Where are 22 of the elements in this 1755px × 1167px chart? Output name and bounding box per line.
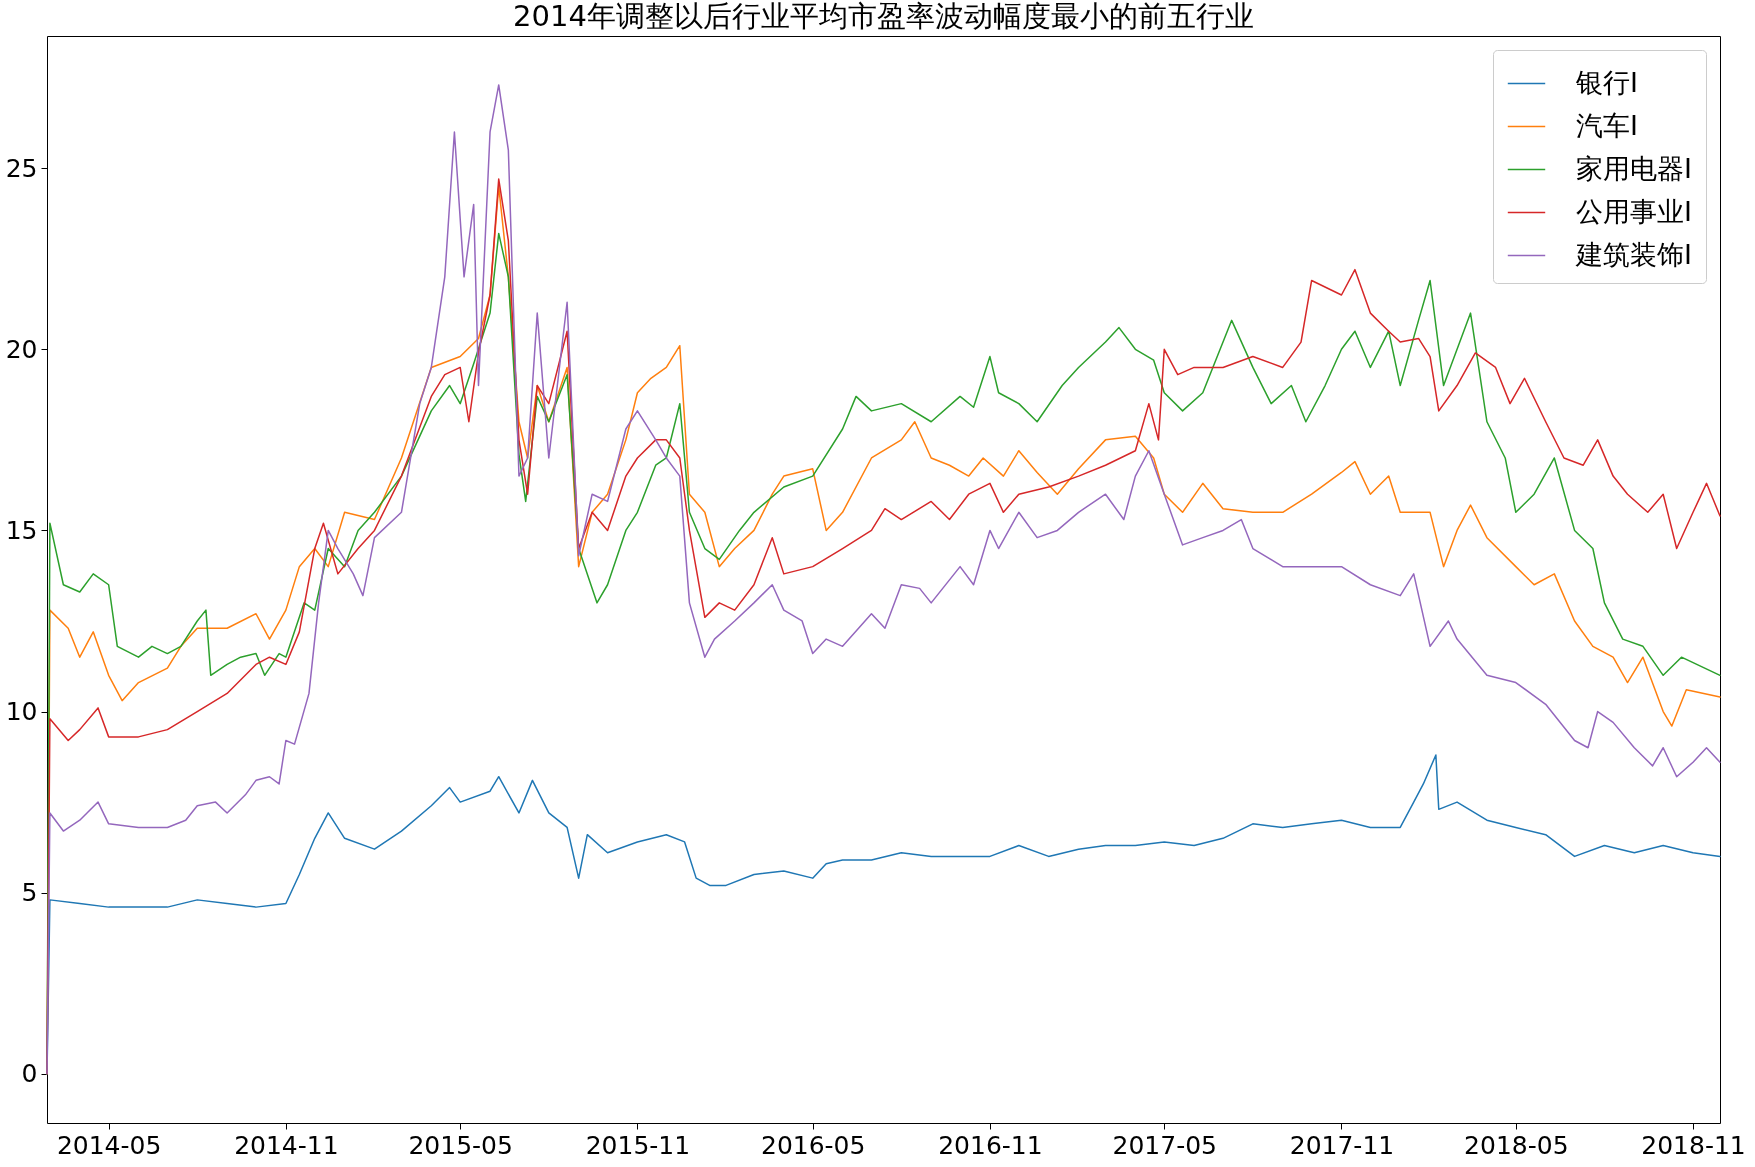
x-tick-label: 2016-05 <box>760 1130 866 1160</box>
x-tick-label: 2017-05 <box>1112 1130 1217 1160</box>
chart-title: 2014年调整以后行业平均市盈率波动幅度最小的前五行业 <box>513 0 1254 33</box>
y-tick-label: 20 <box>5 334 38 364</box>
y-tick-label: 0 <box>21 1059 38 1089</box>
x-tick-label: 2014-05 <box>56 1130 162 1160</box>
y-tick-label: 10 <box>5 697 38 727</box>
x-tick-label: 2018-05 <box>1464 1130 1569 1160</box>
legend-label: 家用电器I <box>1576 152 1692 184</box>
legend-label: 建筑装饰I <box>1575 238 1692 270</box>
y-tick-label: 15 <box>5 515 38 545</box>
x-tick-label: 2015-05 <box>408 1130 513 1160</box>
x-tick-label: 2015-11 <box>585 1130 691 1160</box>
legend-label: 银行I <box>1575 66 1638 98</box>
x-tick-label: 2014-11 <box>234 1130 339 1160</box>
x-tick-label: 2018-11 <box>1641 1130 1746 1160</box>
x-tick-label: 2017-11 <box>1289 1130 1395 1160</box>
legend-label: 公用事业I <box>1576 195 1692 227</box>
y-tick-label: 25 <box>5 153 38 183</box>
y-tick-label: 5 <box>21 878 38 908</box>
x-tick-label: 2016-11 <box>938 1130 1043 1160</box>
legend-label: 汽车I <box>1576 109 1638 141</box>
